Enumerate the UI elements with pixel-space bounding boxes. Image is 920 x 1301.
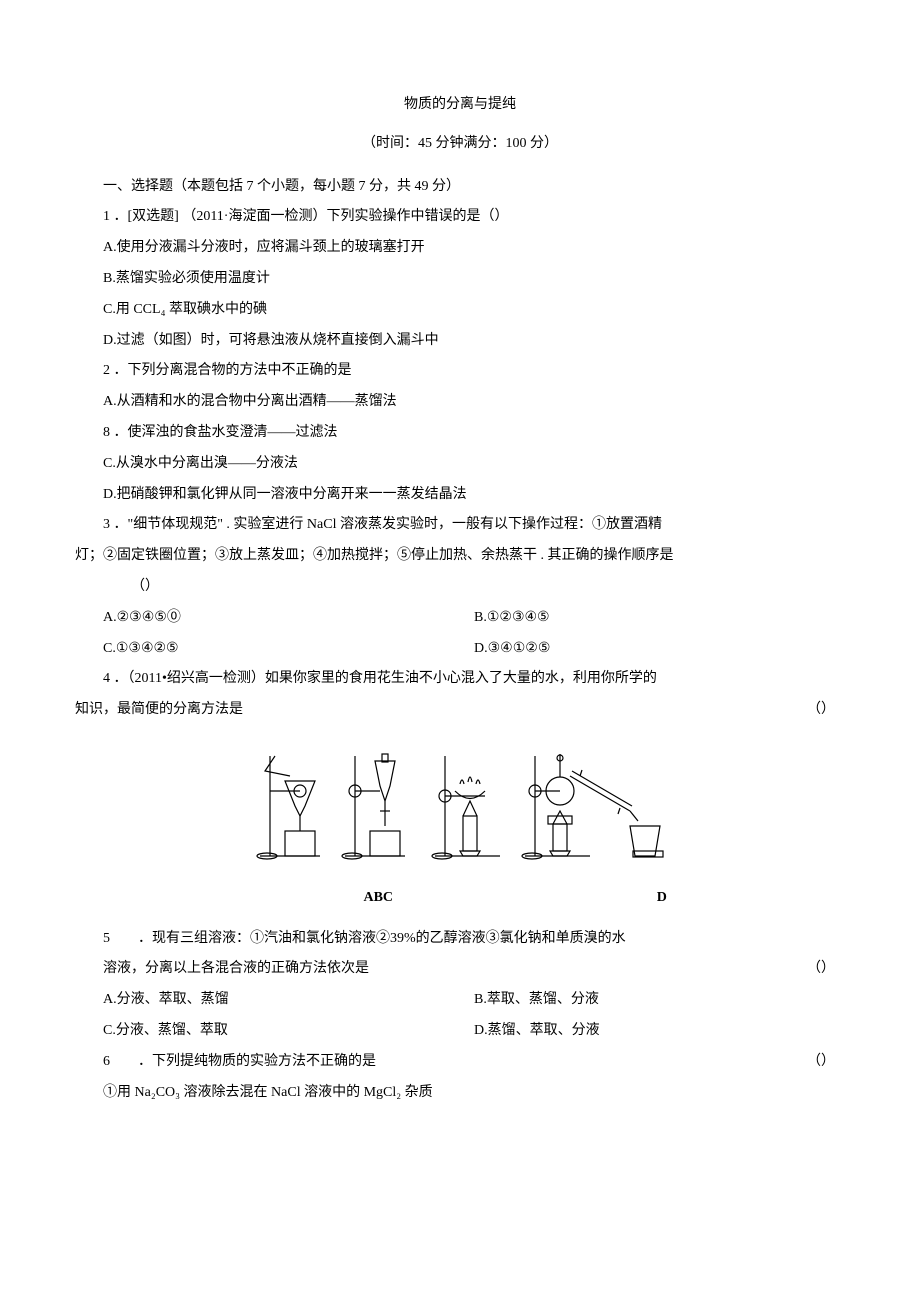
apparatus-diagrams-icon bbox=[245, 736, 675, 866]
q4-stem-line2-text: 知识，最简便的分离方法是 bbox=[75, 702, 243, 717]
q4-label-d: D bbox=[592, 883, 732, 914]
q5-option-b: B.萃取、蒸馏、分液 bbox=[474, 985, 845, 1016]
q4-figure-labels: ABC D bbox=[75, 883, 845, 914]
q4-stem-line1: 4 ．（2011•绍兴高一检测）如果你家里的食用花生油不小心混入了大量的水，利用… bbox=[75, 664, 845, 695]
q5-options: A.分液、萃取、蒸馏 B.萃取、蒸馏、分液 C.分液、蒸馏、萃取 D.蒸馏、萃取… bbox=[75, 985, 845, 1047]
q1-option-b: B.蒸馏实验必须使用温度计 bbox=[75, 264, 845, 295]
q3-stem-line2: 灯；②固定铁圈位置；③放上蒸发皿；④加热搅拌；⑤停止加热、余热蒸干 . 其正确的… bbox=[75, 541, 845, 572]
q1-stem: 1 ．[双选题] （2011·海淀面一检测）下列实验操作中错误的是（） bbox=[75, 202, 845, 233]
apparatus-c-icon bbox=[432, 756, 500, 859]
q3-option-a: A.②③④⑤⓪ bbox=[103, 603, 474, 634]
q5-option-c: C.分液、蒸馏、萃取 bbox=[103, 1016, 474, 1047]
q2-option-b: 8 ．使浑浊的食盐水变澄清——过滤法 bbox=[75, 418, 845, 449]
q3-option-d: D.③④①②⑤ bbox=[474, 634, 845, 665]
q1-option-d: D.过滤（如图）时，可将悬浊液从烧杯直接倒入漏斗中 bbox=[75, 326, 845, 357]
apparatus-d-icon bbox=[522, 754, 663, 859]
q4-answer-paren: （） bbox=[807, 695, 835, 726]
q4-figures bbox=[75, 736, 845, 879]
q5-option-d: D.蒸馏、萃取、分液 bbox=[474, 1016, 845, 1047]
q5-stem-line2-text: 溶液，分离以上各混合液的正确方法依次是 bbox=[103, 961, 369, 976]
q6-stem: 6 ．下列提纯物质的实验方法不正确的是 （） bbox=[75, 1047, 845, 1078]
q4-stem-line2: 知识，最简便的分离方法是 （） bbox=[75, 695, 845, 726]
q5-answer-paren: （） bbox=[779, 954, 835, 985]
page-subtitle: （时间：45 分钟满分：100 分） bbox=[75, 129, 845, 160]
q5-stem-line1: 5 ．现有三组溶液：①汽油和氯化钠溶液②39%的乙醇溶液③氯化钠和单质溴的水 bbox=[75, 924, 845, 955]
q3-stem-line1: 3 ．"细节体现规范" . 实验室进行 NaCl 溶液蒸发实验时，一般有以下操作… bbox=[75, 510, 845, 541]
q6-stem-text: 6 ．下列提纯物质的实验方法不正确的是 bbox=[103, 1054, 376, 1069]
q6-line1: ①用 Na₂CO₃ 溶液除去混在 NaCl 溶液中的 MgCl₂ 杂质 bbox=[75, 1078, 845, 1109]
section-1-heading: 一、选择题（本题包括 7 个小题，每小题 7 分，共 49 分） bbox=[75, 172, 845, 203]
q1-option-a: A.使用分液漏斗分液时，应将漏斗颈上的玻璃塞打开 bbox=[75, 233, 845, 264]
q1-option-c: C.用 CCL₄ 萃取碘水中的碘 bbox=[75, 295, 845, 326]
q5-stem-line2: 溶液，分离以上各混合液的正确方法依次是 （） bbox=[75, 954, 845, 985]
q3-options: A.②③④⑤⓪ B.①②③④⑤ C.①③④②⑤ D.③④①②⑤ bbox=[75, 603, 845, 665]
page-title: 物质的分离与提纯 bbox=[75, 90, 845, 121]
q2-option-d: D.把硝酸钾和氯化钾从同一溶液中分离开来一一蒸发结晶法 bbox=[75, 480, 845, 511]
apparatus-b-icon bbox=[342, 754, 405, 859]
q5-option-a: A.分液、萃取、蒸馏 bbox=[103, 985, 474, 1016]
q3-option-b: B.①②③④⑤ bbox=[474, 603, 845, 634]
q2-option-c: C.从溴水中分离出溴——分液法 bbox=[75, 449, 845, 480]
q2-option-a: A.从酒精和水的混合物中分离出酒精——蒸馏法 bbox=[75, 387, 845, 418]
q6-answer-paren: （） bbox=[779, 1047, 835, 1078]
q4-label-abc: ABC bbox=[278, 883, 478, 914]
apparatus-a-icon bbox=[257, 756, 320, 859]
q3-option-c: C.①③④②⑤ bbox=[103, 634, 474, 665]
q3-stem-line3: （） bbox=[75, 572, 845, 603]
q2-stem: 2 ．下列分离混合物的方法中不正确的是 bbox=[75, 356, 845, 387]
